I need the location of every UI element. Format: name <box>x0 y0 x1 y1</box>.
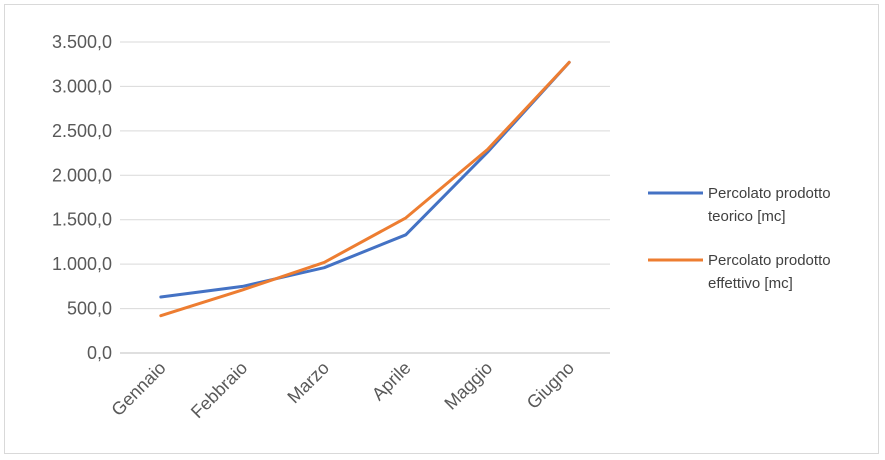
series-line-1 <box>159 60 571 299</box>
y-tick-label: 1.500,0 <box>52 210 112 230</box>
series-line-2 <box>159 60 571 318</box>
legend-label: effettivo [mc] <box>708 275 793 292</box>
x-tick-label: Febbraio <box>187 358 251 422</box>
y-tick-label: 3.000,0 <box>52 76 112 96</box>
legend-label: Percolato prodotto <box>708 252 831 269</box>
x-tick-label: Marzo <box>283 358 333 408</box>
x-tick-label: Aprile <box>368 358 415 405</box>
x-tick-label: Giugno <box>523 358 578 413</box>
y-tick-label: 1.000,0 <box>52 254 112 274</box>
y-tick-label: 500,0 <box>67 299 112 319</box>
y-tick-label: 0,0 <box>87 343 112 363</box>
x-tick-label: Maggio <box>440 358 496 414</box>
x-tick-label: Gennaio <box>107 358 169 420</box>
y-tick-label: 2.500,0 <box>52 121 112 141</box>
legend-label: teorico [mc] <box>708 208 786 225</box>
y-tick-label: 3.500,0 <box>52 32 112 52</box>
chart-frame <box>4 4 879 454</box>
y-tick-label: 2.000,0 <box>52 165 112 185</box>
legend-label: Percolato prodotto <box>708 185 831 202</box>
